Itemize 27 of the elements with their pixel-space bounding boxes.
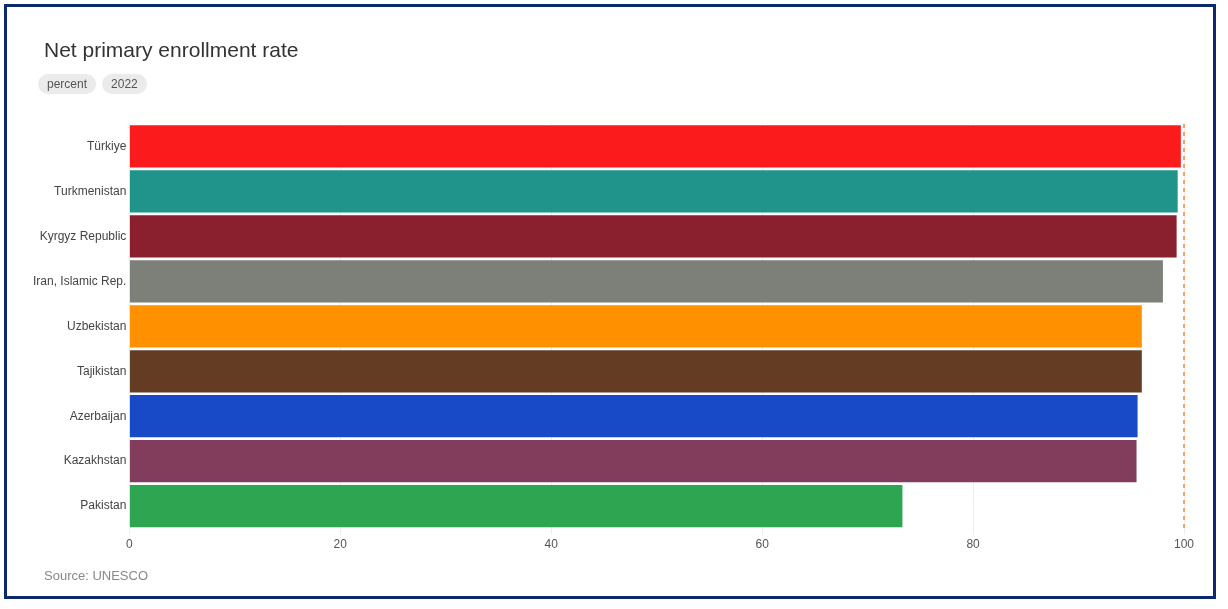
x-tick-label: 80 [966, 537, 981, 552]
y-tick-label: Tajikistan [77, 363, 127, 378]
x-tick-label: 40 [544, 537, 559, 552]
x-tick-label: 100 [1173, 537, 1195, 552]
y-tick-label: Iran, Islamic Rep. [32, 273, 127, 288]
x-tick-label: 60 [755, 537, 770, 552]
chart-title: Net primary enrollment rate [44, 38, 299, 62]
y-tick-label: Kyrgyz Republic [39, 228, 127, 243]
bar [129, 125, 1181, 168]
x-tick-label: 0 [126, 537, 134, 552]
y-tick-label: Pakistan [80, 498, 127, 513]
bar [129, 170, 1178, 213]
bar [129, 484, 903, 528]
bar [129, 305, 1142, 348]
bar [129, 260, 1163, 303]
y-tick-label: Azerbaijan [69, 408, 127, 423]
bar [129, 215, 1177, 258]
y-tick-label: Türkiye [87, 138, 127, 153]
source-note: Source: UNESCO [44, 568, 149, 583]
text: percent 2022 [47, 77, 138, 91]
y-tick-label: Kazakhstan [63, 453, 127, 468]
y-tick-label: Turkmenistan [54, 183, 127, 198]
y-tick-label: Uzbekistan [66, 318, 127, 333]
x-tick-label: 20 [333, 537, 348, 552]
bar [129, 350, 1142, 393]
bar [129, 440, 1137, 483]
bar [129, 395, 1138, 438]
